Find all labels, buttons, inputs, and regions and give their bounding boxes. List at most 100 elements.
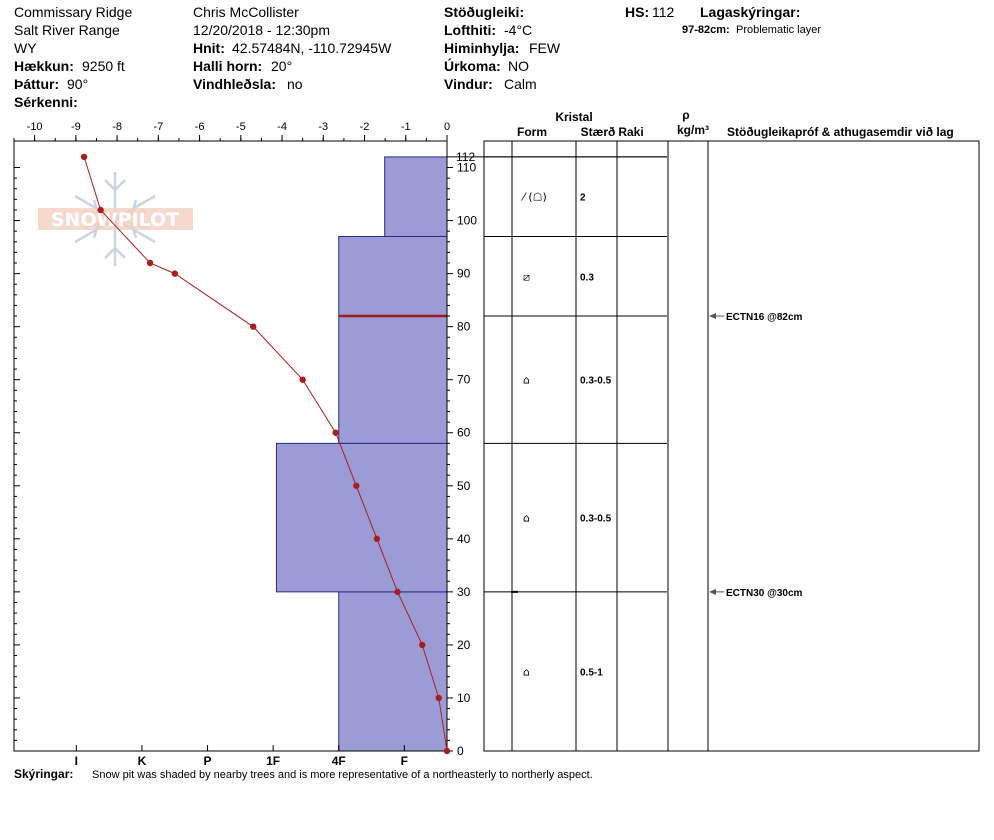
hardness-layer — [338, 235, 448, 444]
test-arrow-head — [709, 313, 716, 320]
stability-test-label: ECTN30 @30cm — [726, 588, 803, 599]
hs-tick-label: 112 — [456, 150, 475, 164]
temp-tick-label: -4 — [277, 121, 287, 133]
temperature-point — [419, 641, 426, 649]
moisture-header: Raki — [618, 125, 643, 139]
temp-tick-label: -2 — [360, 121, 370, 133]
depth-tick-label: 100 — [457, 214, 477, 228]
sky-value: FEW — [529, 40, 561, 56]
depth-tick-label: 80 — [457, 320, 471, 334]
wind-loading-label: Vindhleðsla: — [193, 76, 276, 92]
depth-tick-label: 70 — [457, 373, 471, 387]
depth-tick-label: 50 — [457, 479, 471, 493]
depth-tick-label: 0 — [457, 744, 464, 758]
hardness-layer — [338, 591, 448, 752]
temperature-point — [443, 747, 451, 755]
state: WY — [14, 40, 37, 56]
logo-banner — [38, 208, 193, 230]
temp-tick-label: -9 — [71, 121, 81, 133]
features-label: Sérkenni: — [14, 94, 78, 110]
depth-tick-label: 110 — [457, 161, 476, 175]
logo-text: SNOWPILOT — [51, 209, 179, 231]
depth-tick-label: 20 — [457, 638, 471, 652]
table-frame — [483, 140, 980, 752]
temperature-point — [171, 270, 179, 277]
snowpilot-logo: SNOWPILOT — [38, 172, 193, 266]
layer-table: Kristal Form Stærð Raki ρkg/m³ Stöðugleikapró… — [483, 108, 980, 752]
grain-size: 0.5-1 — [580, 667, 603, 678]
temp-tick-label: -6 — [195, 121, 205, 133]
hardness-tick-label: P — [204, 754, 212, 768]
grain-form-symbol: ⌂ — [523, 512, 530, 525]
hs-label: HS: — [625, 4, 650, 20]
hs-value: 112 — [652, 4, 675, 20]
grain-form-symbol: ⁄ (☖) — [520, 191, 547, 204]
wind-loading-value: no — [287, 76, 303, 92]
grain-size: 0.3-0.5 — [580, 514, 612, 525]
hardness-layer — [275, 442, 448, 593]
wind-label: Vindur: — [444, 76, 493, 92]
temperature-hardness-plot: -10 -9 -8 -7 -6 -5 -4 -3 -2 -1 0010203040506070809… — [13, 121, 484, 768]
density-symbol-header: ρ — [682, 108, 689, 122]
hardness-tick-label: 4F — [332, 754, 346, 768]
grain-form-symbol: ⌂ — [523, 374, 530, 387]
elevation-value: 9250 ft — [82, 58, 125, 74]
stability-label: Stöðugleiki: — [444, 4, 525, 20]
temp-tick-label: 0 — [444, 121, 450, 133]
temperature-point — [332, 429, 339, 436]
observation-datetime: 12/20/2018 - 12:30pm — [193, 22, 330, 38]
aspect-value: 90° — [67, 76, 89, 92]
notes-label: Skýringar: — [14, 767, 73, 781]
hardness-tick-label: K — [138, 754, 147, 768]
temp-tick-label: -10 — [27, 121, 43, 133]
plot-frame — [13, 140, 448, 752]
layer-notes-label: Lagaskýringar: — [700, 4, 801, 20]
depth-tick-label: 10 — [457, 691, 471, 705]
depth-tick-label: 30 — [457, 585, 471, 599]
precip-value: NO — [508, 58, 529, 74]
precip-label: Úrkoma: — [444, 58, 501, 74]
grain-form-symbol: ⌂ — [523, 665, 530, 678]
stability-test-label: ECTN16 @82cm — [726, 312, 803, 323]
hardness-layer — [384, 156, 448, 237]
temp-tick-label: -7 — [153, 121, 163, 133]
depth-tick-label: 90 — [457, 267, 471, 281]
temperature-point — [97, 206, 104, 214]
size-header: Stærð — [581, 125, 616, 139]
temperature-point — [394, 588, 401, 596]
temperature-point — [146, 259, 154, 267]
air-temp-value: -4°C — [504, 22, 533, 38]
temp-tick-label: -5 — [236, 121, 246, 133]
grain-size: 0.3 — [580, 272, 594, 283]
slope-value: 20° — [271, 58, 293, 74]
hardness-tick-label: I — [75, 754, 78, 768]
layer-note-text: Problematic layer — [736, 24, 821, 36]
crystal-header: Kristal — [555, 110, 592, 124]
air-temp-label: Lofthiti: — [444, 22, 497, 38]
location-name: Commissary Ridge — [14, 4, 133, 20]
layer-note-range: 97-82cm: — [682, 24, 730, 36]
temperature-point — [80, 153, 88, 161]
observer-name: Chris McCollister — [193, 4, 299, 20]
temp-tick-label: -3 — [318, 121, 328, 133]
notes-text: Snow pit was shaded by nearby trees and … — [92, 769, 593, 781]
wind-value: Calm — [504, 76, 537, 92]
coords-label: Hnit: — [193, 40, 225, 56]
elevation-label: Hækkun: — [14, 58, 74, 74]
test-arrow-head — [709, 588, 716, 595]
grain-form-symbol: ⧄ — [523, 270, 530, 283]
depth-tick-label: 40 — [457, 532, 471, 546]
form-header: Form — [517, 125, 547, 139]
snowflake-icon — [74, 172, 156, 266]
grain-size: 2 — [580, 193, 586, 204]
slope-label: Halli horn: — [193, 58, 263, 74]
coords-value: 42.57484N, -110.72945W — [232, 40, 392, 56]
sky-label: Himinhylja: — [444, 40, 520, 56]
temperature-point — [353, 482, 360, 489]
mountain-range: Salt River Range — [14, 22, 120, 38]
depth-tick-label: 60 — [457, 426, 471, 440]
temperature-point — [373, 535, 381, 543]
temperature-point — [435, 694, 442, 702]
hardness-tick-label: F — [401, 754, 408, 768]
